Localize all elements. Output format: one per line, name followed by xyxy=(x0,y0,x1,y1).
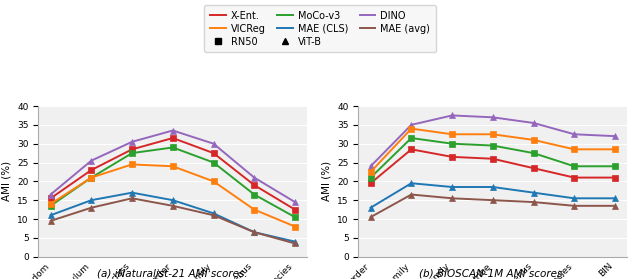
Legend: X-Ent., VICReg, RN50, MoCo-v3, MAE (CLS), ViT-B, DINO, MAE (avg): X-Ent., VICReg, RN50, MoCo-v3, MAE (CLS)… xyxy=(204,5,436,52)
Text: (b) BIOSCAN-1M AMI scores.: (b) BIOSCAN-1M AMI scores. xyxy=(419,268,566,278)
Y-axis label: AMI (%): AMI (%) xyxy=(2,161,12,201)
Text: (a) iNaturalist-21 AMI scores.: (a) iNaturalist-21 AMI scores. xyxy=(97,268,248,278)
Y-axis label: AMI (%): AMI (%) xyxy=(322,161,332,201)
